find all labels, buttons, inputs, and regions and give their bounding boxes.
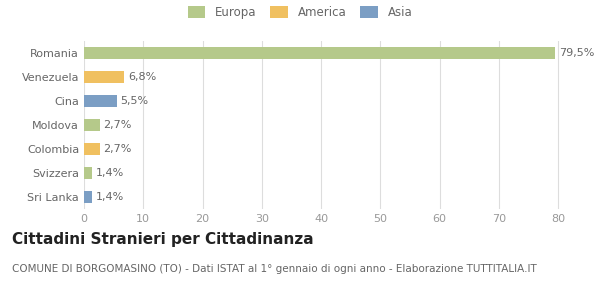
Bar [84, 95, 116, 107]
Bar [84, 71, 124, 83]
Text: 5,5%: 5,5% [120, 96, 148, 106]
Bar [84, 167, 92, 179]
Text: COMUNE DI BORGOMASINO (TO) - Dati ISTAT al 1° gennaio di ogni anno - Elaborazion: COMUNE DI BORGOMASINO (TO) - Dati ISTAT … [12, 264, 537, 274]
Text: 2,7%: 2,7% [104, 120, 132, 130]
Text: 79,5%: 79,5% [559, 48, 594, 58]
Bar [84, 119, 100, 131]
Bar [84, 143, 100, 155]
Text: 1,4%: 1,4% [96, 168, 124, 178]
Text: 2,7%: 2,7% [104, 144, 132, 154]
Legend: Europa, America, Asia: Europa, America, Asia [188, 6, 412, 19]
Bar [84, 47, 555, 59]
Text: 6,8%: 6,8% [128, 72, 156, 82]
Text: 1,4%: 1,4% [96, 192, 124, 202]
Text: Cittadini Stranieri per Cittadinanza: Cittadini Stranieri per Cittadinanza [12, 232, 314, 247]
Bar [84, 191, 92, 203]
